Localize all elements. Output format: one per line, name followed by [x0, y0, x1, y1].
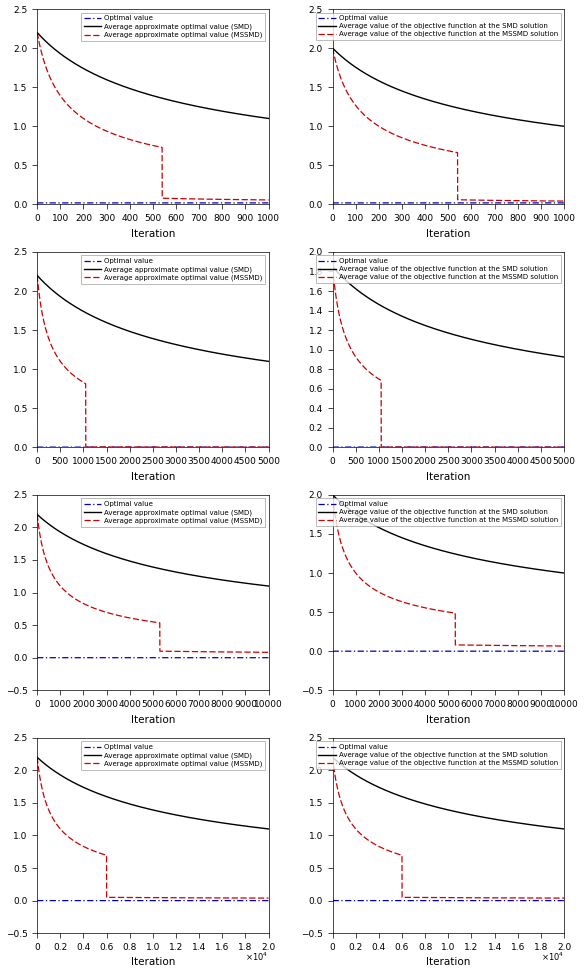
Legend: Optimal value, Average value of the objective function at the SMD solution, Aver: Optimal value, Average value of the obje…: [316, 13, 561, 40]
Legend: Optimal value, Average approximate optimal value (SMD), Average approximate opti: Optimal value, Average approximate optim…: [81, 13, 265, 41]
X-axis label: Iteration: Iteration: [426, 714, 471, 725]
Legend: Optimal value, Average approximate optimal value (SMD), Average approximate opti: Optimal value, Average approximate optim…: [81, 498, 265, 527]
Legend: Optimal value, Average value of the objective function at the SMD solution, Aver: Optimal value, Average value of the obje…: [316, 741, 561, 769]
X-axis label: Iteration: Iteration: [426, 472, 471, 482]
X-axis label: Iteration: Iteration: [131, 957, 175, 967]
X-axis label: Iteration: Iteration: [426, 229, 471, 238]
X-axis label: Iteration: Iteration: [131, 714, 175, 725]
Text: $\times10^4$: $\times10^4$: [541, 951, 564, 963]
Legend: Optimal value, Average approximate optimal value (SMD), Average approximate opti: Optimal value, Average approximate optim…: [81, 256, 265, 284]
Legend: Optimal value, Average approximate optimal value (SMD), Average approximate opti: Optimal value, Average approximate optim…: [81, 741, 265, 770]
X-axis label: Iteration: Iteration: [131, 472, 175, 482]
X-axis label: Iteration: Iteration: [426, 957, 471, 967]
X-axis label: Iteration: Iteration: [131, 229, 175, 238]
Legend: Optimal value, Average value of the objective function at the SMD solution, Aver: Optimal value, Average value of the obje…: [316, 256, 561, 283]
Text: $\times10^4$: $\times10^4$: [245, 951, 269, 963]
Legend: Optimal value, Average value of the objective function at the SMD solution, Aver: Optimal value, Average value of the obje…: [316, 498, 561, 526]
